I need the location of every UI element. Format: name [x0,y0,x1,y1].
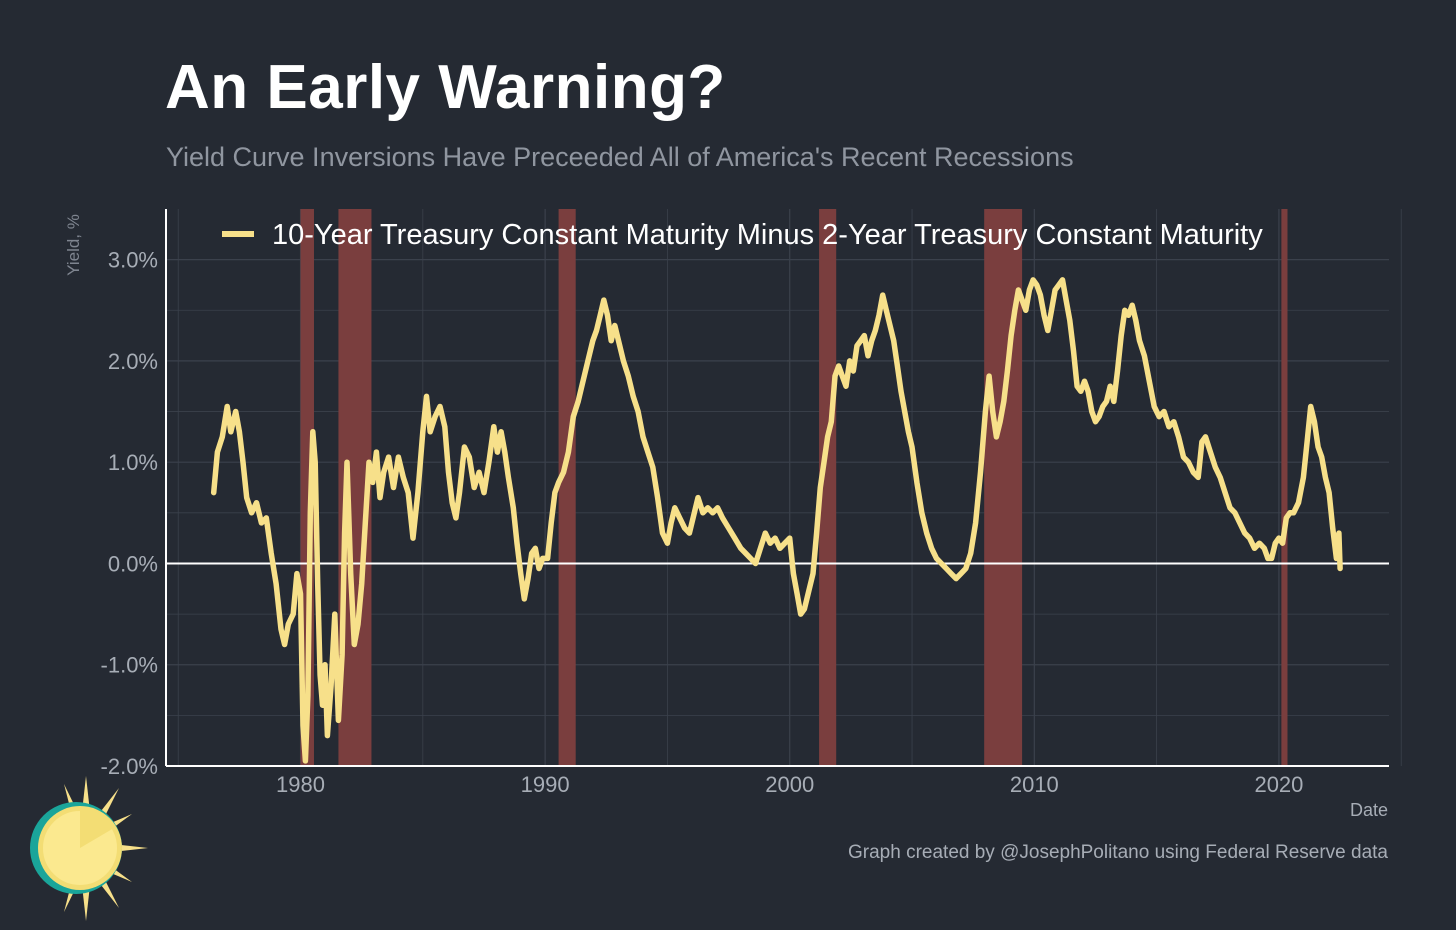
series-line [210,277,1343,764]
source-caption: Graph created by @JosephPolitano using F… [848,842,1388,863]
x-tick-label: 1980 [276,772,325,797]
y-tick-label: 0.0% [108,551,158,576]
y-tick-label: -1.0% [101,653,158,678]
x-tick-label: 2010 [1010,772,1059,797]
x-tick-label: 1990 [521,772,570,797]
y-tick-label: 1.0% [108,450,158,475]
chart-title: An Early Warning? [165,53,726,122]
chart-subtitle: Yield Curve Inversions Have Preceeded Al… [166,142,1074,172]
x-tick-label: 2020 [1254,772,1303,797]
y-tick-label: 2.0% [108,349,158,374]
x-axis-label: Date [1349,800,1388,820]
y-tick-label: -2.0% [101,754,158,779]
recession-band [819,209,837,766]
legend-label: 10-Year Treasury Constant Maturity Minus… [272,219,1263,251]
y-tick-label: 3.0% [108,248,158,273]
recession-band [558,209,576,766]
recession-band [1281,209,1288,766]
x-tick-label: 2000 [765,772,814,797]
y-axis-label: Yield, % [64,214,83,276]
sun-logo-icon [30,776,148,921]
